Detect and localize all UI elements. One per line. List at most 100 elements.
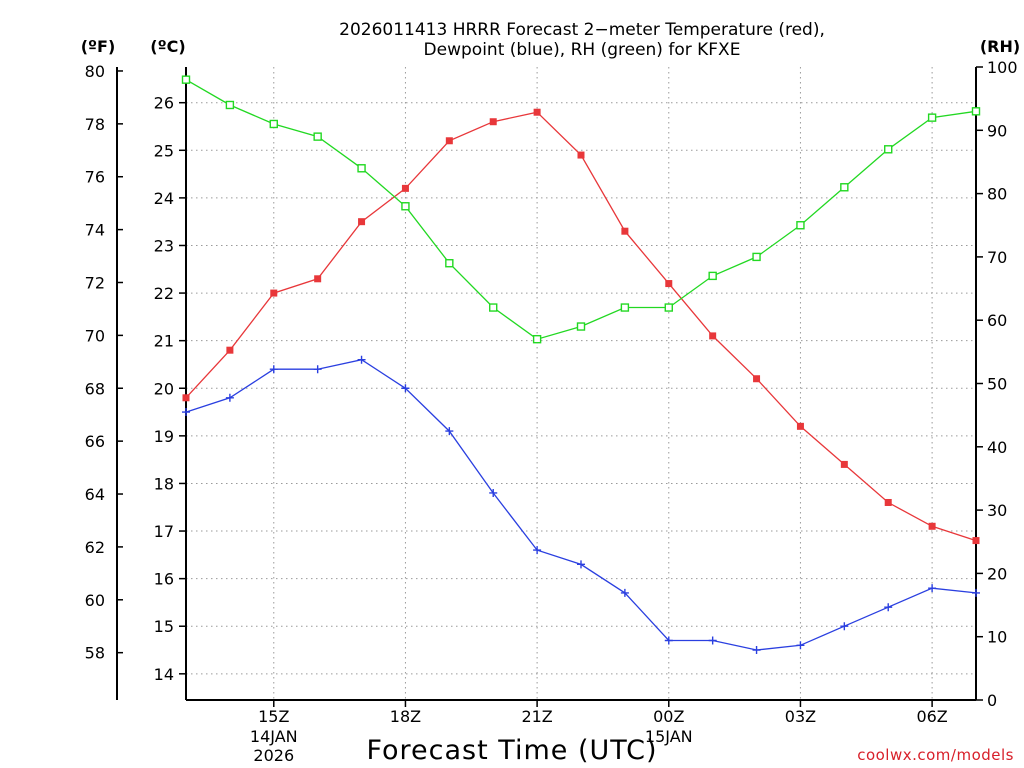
celsius-tick-label: 19 bbox=[154, 427, 174, 446]
rh-point bbox=[401, 202, 410, 211]
rh-tick-label: 60 bbox=[987, 311, 1007, 330]
rh-tick-label: 10 bbox=[987, 628, 1007, 647]
dewpoint-point bbox=[884, 603, 893, 612]
axes: 58 60 62 64 66 68 70 72 74 76 78 80 14 15 16 17 18 19 20 21… bbox=[85, 58, 1018, 765]
data-series bbox=[181, 75, 981, 655]
chart-title-line-1: 2026011413 HRRR Forecast 2−meter Tempera… bbox=[339, 20, 825, 40]
rh-point bbox=[269, 119, 278, 129]
fahrenheit-tick-label: 64 bbox=[85, 485, 105, 504]
fahrenheit-tick-label: 78 bbox=[85, 115, 105, 134]
rh-point bbox=[884, 145, 893, 154]
dewpoint-point bbox=[533, 546, 542, 555]
temperature-point bbox=[533, 108, 541, 116]
chart-title-line-2: Dewpoint (blue), RH (green) for KFXE bbox=[424, 40, 741, 60]
rh-point bbox=[708, 271, 717, 281]
rh-tick-label: 0 bbox=[987, 691, 997, 710]
dewpoint-point bbox=[577, 560, 585, 569]
dewpoint-point bbox=[972, 588, 980, 597]
temperature-point bbox=[796, 422, 804, 430]
celsius-tick-label: 14 bbox=[154, 665, 174, 684]
temperature-point bbox=[753, 375, 761, 383]
rh-point bbox=[971, 107, 981, 116]
rh-point bbox=[313, 132, 322, 141]
rh-point bbox=[620, 303, 630, 312]
temperature-point bbox=[665, 280, 673, 288]
dewpoint-point bbox=[401, 384, 410, 393]
temperature-point bbox=[577, 151, 585, 159]
temperature-point bbox=[182, 394, 190, 402]
x-tick-date-label: 14JAN bbox=[250, 727, 298, 746]
dewpoint-point bbox=[489, 488, 498, 497]
x-tick-label: 00Z bbox=[653, 707, 684, 726]
temperature-point bbox=[270, 289, 278, 297]
dewpoint-point bbox=[313, 365, 322, 374]
celsius-tick-label: 25 bbox=[154, 141, 174, 160]
dewpoint-point bbox=[840, 622, 849, 631]
dewpoint-point bbox=[664, 636, 673, 645]
fahrenheit-tick-label: 66 bbox=[85, 432, 105, 451]
rh-point bbox=[489, 303, 498, 312]
fahrenheit-tick-label: 74 bbox=[85, 221, 105, 240]
rh-unit-label: (RH) bbox=[980, 37, 1020, 56]
gridlines bbox=[186, 67, 976, 700]
temperature-point bbox=[401, 184, 409, 192]
dewpoint-point bbox=[708, 636, 717, 645]
temperature-point bbox=[445, 137, 453, 145]
rh-tick-label: 20 bbox=[987, 564, 1007, 583]
temperature-point bbox=[709, 332, 717, 340]
fahrenheit-tick-label: 80 bbox=[85, 62, 105, 81]
celsius-tick-label: 15 bbox=[154, 617, 174, 636]
celsius-tick-label: 26 bbox=[154, 94, 174, 113]
fahrenheit-tick-label: 76 bbox=[85, 168, 105, 187]
celsius-tick-label: 20 bbox=[154, 379, 174, 398]
rh-point bbox=[752, 252, 761, 262]
rh-point bbox=[664, 303, 673, 312]
rh-tick-label: 70 bbox=[987, 248, 1007, 267]
celsius-tick-label: 23 bbox=[154, 236, 174, 255]
fahrenheit-tick-label: 60 bbox=[85, 591, 105, 610]
x-tick-label: 18Z bbox=[390, 707, 421, 726]
rh-point bbox=[796, 221, 805, 230]
temperature-point bbox=[972, 537, 980, 545]
fahrenheit-tick-label: 58 bbox=[85, 644, 105, 663]
rh-point bbox=[840, 183, 849, 192]
dewpoint-point bbox=[796, 641, 805, 650]
celsius-tick-label: 21 bbox=[154, 332, 174, 351]
temperature-point bbox=[358, 218, 366, 226]
rh-tick-label: 80 bbox=[987, 185, 1007, 204]
celsius-unit-label: (ºC) bbox=[150, 37, 185, 56]
rh-point bbox=[445, 259, 454, 268]
celsius-tick-label: 17 bbox=[154, 522, 174, 541]
rh-point bbox=[576, 322, 586, 331]
dewpoint-point bbox=[182, 408, 190, 417]
fahrenheit-tick-label: 68 bbox=[85, 379, 105, 398]
temperature-point bbox=[928, 522, 936, 530]
dewpoint-point bbox=[445, 427, 454, 436]
celsius-tick-label: 22 bbox=[154, 284, 174, 303]
rh-point bbox=[225, 100, 235, 110]
fahrenheit-tick-label: 70 bbox=[85, 326, 105, 345]
dewpoint-point bbox=[357, 355, 366, 364]
dewpoint-point bbox=[752, 646, 761, 655]
temperature-point bbox=[489, 118, 497, 126]
dewpoint-point bbox=[269, 365, 278, 374]
x-axis-title: Forecast Time (UTC) bbox=[366, 735, 657, 766]
temperature-point bbox=[314, 275, 322, 283]
dewpoint-point bbox=[928, 584, 937, 593]
source-credit: coolwx.com/models bbox=[857, 746, 1014, 764]
x-tick-date-label: 2026 bbox=[253, 746, 294, 765]
temperature-point bbox=[840, 460, 848, 468]
rh-tick-label: 50 bbox=[987, 375, 1007, 394]
dewpoint-point bbox=[225, 393, 234, 402]
celsius-tick-label: 24 bbox=[154, 189, 174, 208]
fahrenheit-tick-label: 72 bbox=[85, 273, 105, 292]
rh-point bbox=[532, 334, 542, 344]
fahrenheit-unit-label: (ºF) bbox=[81, 37, 116, 56]
x-tick-date-label: 15JAN bbox=[645, 727, 693, 746]
celsius-tick-label: 18 bbox=[154, 474, 174, 493]
x-tick-label: 21Z bbox=[521, 707, 552, 726]
rh-tick-label: 40 bbox=[987, 438, 1007, 457]
temperature-point bbox=[621, 227, 629, 235]
rh-point bbox=[927, 113, 937, 122]
